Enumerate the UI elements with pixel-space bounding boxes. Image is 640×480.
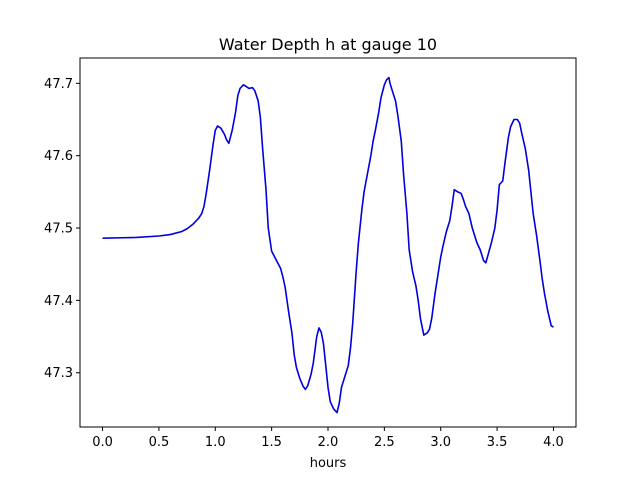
x-tick-label: 1.5: [261, 435, 282, 450]
y-tick-label: 47.7: [44, 77, 73, 92]
y-tick-label: 47.3: [44, 366, 73, 381]
series-line-0: [102, 76, 554, 414]
x-axis-label: hours: [310, 456, 347, 471]
x-tick-label: 0.0: [92, 435, 113, 450]
x-tick-label: 3.0: [430, 435, 451, 450]
y-axis: 47.3 47.4 47.5 47.6 47.7: [44, 77, 80, 381]
x-tick-label: 3.5: [487, 435, 508, 450]
y-tick-label: 47.5: [44, 222, 73, 237]
x-tick-label: 2.0: [318, 435, 339, 450]
x-tick-label: 4.0: [543, 435, 564, 450]
y-tick-label: 47.4: [44, 294, 73, 309]
y-tick-label: 47.6: [44, 149, 73, 164]
x-tick-label: 2.5: [374, 435, 395, 450]
x-axis: 0.0 0.5 1.0 1.5 2.0 2.5 3.0 3.5 4.0: [92, 427, 564, 450]
x-tick-label: 0.5: [149, 435, 170, 450]
plot-lines: [102, 76, 554, 414]
plot-frame: [79, 57, 577, 428]
x-tick-label: 1.0: [205, 435, 226, 450]
chart-title: Water Depth h at gauge 10: [219, 35, 437, 54]
